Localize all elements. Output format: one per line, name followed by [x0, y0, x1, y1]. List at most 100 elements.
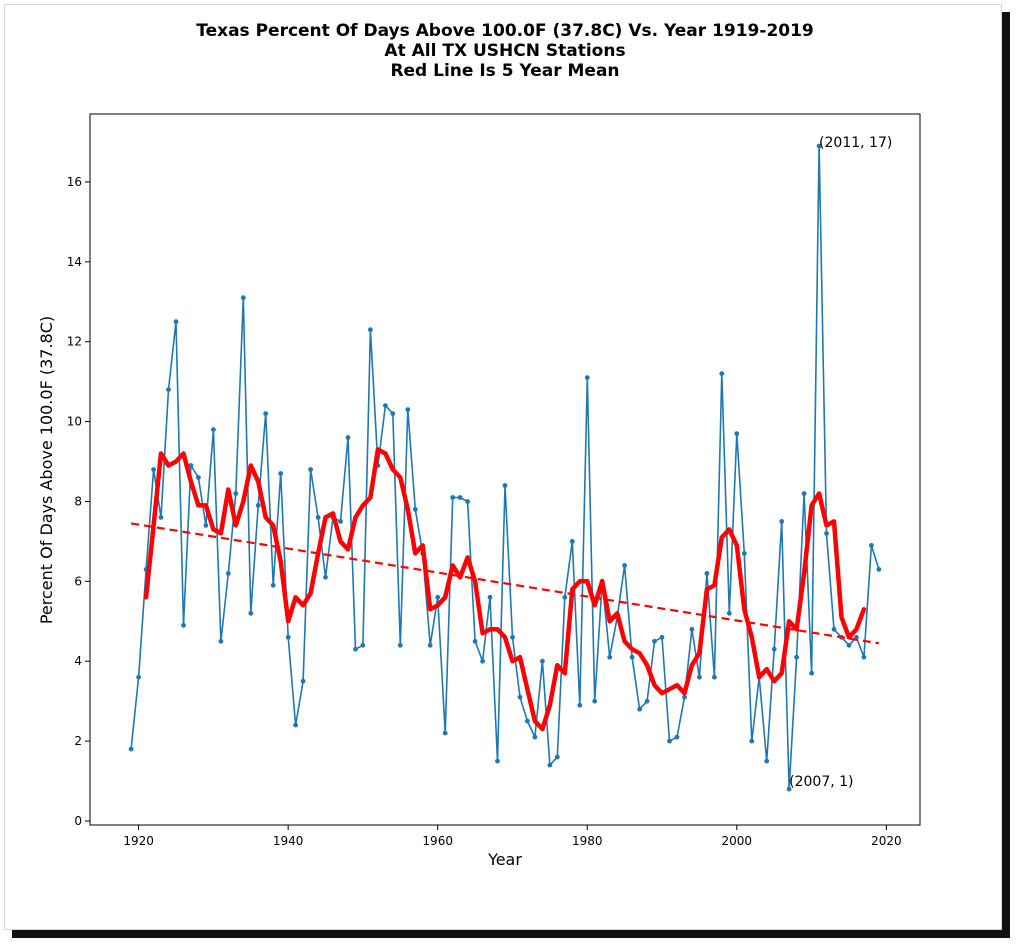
yearly-data-point — [435, 594, 441, 600]
title-line-3: Red Line Is 5 Year Mean — [390, 61, 619, 81]
yearly-data-point — [480, 658, 485, 664]
yearly-data-point — [876, 567, 882, 572]
yearly-data-point — [704, 571, 710, 576]
yearly-data-point — [218, 638, 224, 644]
y-tick-label: 12 — [67, 335, 82, 349]
yearly-data-point — [397, 642, 403, 648]
title-line-2: At All TX USHCN Stations — [384, 41, 625, 61]
y-axis-label: Percent Of Days Above 100.0F (37.8C) — [37, 316, 56, 624]
y-tick-label: 10 — [67, 415, 82, 429]
yearly-data-point — [278, 471, 284, 476]
yearly-data-point — [211, 427, 216, 432]
yearly-data-point — [353, 646, 358, 652]
yearly-data-point — [510, 634, 515, 640]
yearly-data-point — [569, 539, 575, 544]
yearly-data-point — [726, 610, 732, 616]
x-tick-label: 2000 — [722, 834, 753, 848]
y-tick-label: 0 — [74, 814, 82, 828]
yearly-data-point — [240, 295, 246, 301]
yearly-data-point — [779, 519, 785, 524]
x-axis-ticks: 1920 1940 1960 1980 2000 2020 — [123, 825, 902, 848]
yearly-data-point — [554, 754, 560, 760]
y-tick-label: 14 — [67, 255, 82, 269]
yearly-data-point — [270, 582, 276, 588]
yearly-data-point — [622, 563, 627, 568]
yearly-data-point — [158, 515, 164, 520]
yearly-data-point — [390, 411, 396, 416]
x-tick-label: 1940 — [273, 834, 304, 848]
yearly-data-point — [188, 463, 194, 468]
yearly-data-point — [525, 718, 530, 724]
yearly-data-point — [846, 642, 852, 648]
yearly-data-point — [682, 694, 687, 700]
yearly-data-point — [667, 738, 672, 744]
yearly-data-point — [831, 626, 837, 632]
yearly-data-point — [719, 371, 725, 376]
yearly-data-point — [225, 571, 231, 576]
yearly-data-point — [338, 519, 343, 524]
yearly-data-point — [502, 483, 508, 488]
yearly-data-point — [517, 694, 523, 700]
yearly-data-point — [457, 495, 463, 500]
series-layer — [128, 143, 882, 792]
yearly-data-point — [323, 574, 328, 580]
yearly-data-point — [248, 610, 254, 616]
yearly-data-point — [816, 143, 822, 149]
yearly-data-point — [203, 523, 209, 528]
yearly-data-point — [233, 491, 239, 496]
yearly-data-point — [151, 467, 157, 472]
yearly-data-point — [712, 674, 717, 680]
yearly-data-point — [128, 746, 134, 752]
yearly-data-point — [300, 678, 306, 684]
yearly-data-point — [824, 531, 829, 536]
yearly-data-point — [368, 327, 373, 333]
yearly-data-point — [166, 387, 171, 392]
x-tick-label: 1960 — [422, 834, 453, 848]
yearly-data-point — [487, 594, 493, 600]
yearly-data-point — [786, 786, 792, 792]
yearly-data-point — [495, 758, 500, 764]
y-tick-label: 2 — [74, 734, 82, 748]
trend-line — [130, 522, 880, 645]
five-year-mean-line — [143, 447, 867, 732]
yearly-data-point — [592, 698, 598, 704]
yearly-data-point — [629, 654, 635, 660]
x-tick-label: 1980 — [572, 834, 603, 848]
yearly-data-point — [383, 403, 388, 408]
yearly-data-point — [637, 706, 642, 712]
yearly-data-point — [293, 722, 298, 728]
yearly-data-point — [315, 515, 321, 520]
y-tick-label: 6 — [74, 574, 82, 588]
yearly-data-point — [427, 642, 433, 648]
yearly-data-point — [644, 698, 650, 704]
yearly-data-point — [794, 654, 799, 660]
yearly-data-point — [412, 507, 418, 512]
yearly-data-point — [697, 674, 702, 680]
yearly-data-point — [360, 642, 366, 648]
yearly-data-point — [285, 634, 291, 640]
y-axis-ticks: 0 2 4 6 8 10 12 14 16 — [67, 175, 90, 828]
point-annotation: (2007, 1) — [789, 774, 853, 790]
x-tick-label: 2020 — [871, 834, 902, 848]
yearly-data-point — [734, 431, 740, 436]
yearly-data-point — [540, 658, 545, 664]
yearly-data-point — [659, 634, 665, 640]
title-line-1: Texas Percent Of Days Above 100.0F (37.8… — [196, 21, 814, 41]
yearly-data-point — [472, 638, 478, 644]
yearly-data-point — [869, 543, 874, 548]
x-axis-label: Year — [487, 850, 522, 869]
yearly-percent-line — [130, 145, 880, 790]
yearly-data-point — [607, 654, 613, 660]
point-annotation: (2011, 17) — [819, 135, 892, 151]
yearly-data-point — [674, 734, 680, 740]
x-tick-label: 1920 — [123, 834, 154, 848]
yearly-data-point — [741, 551, 747, 556]
yearly-data-point — [809, 670, 814, 676]
yearly-data-point — [136, 674, 142, 680]
yearly-data-point — [255, 503, 261, 508]
annotations-layer: (2011, 17) (2007, 1) — [789, 135, 892, 790]
yearly-data-point — [861, 654, 867, 660]
yearly-data-point — [465, 499, 470, 504]
yearly-data-point — [532, 734, 538, 740]
chart-title: Texas Percent Of Days Above 100.0F (37.8… — [196, 21, 814, 81]
